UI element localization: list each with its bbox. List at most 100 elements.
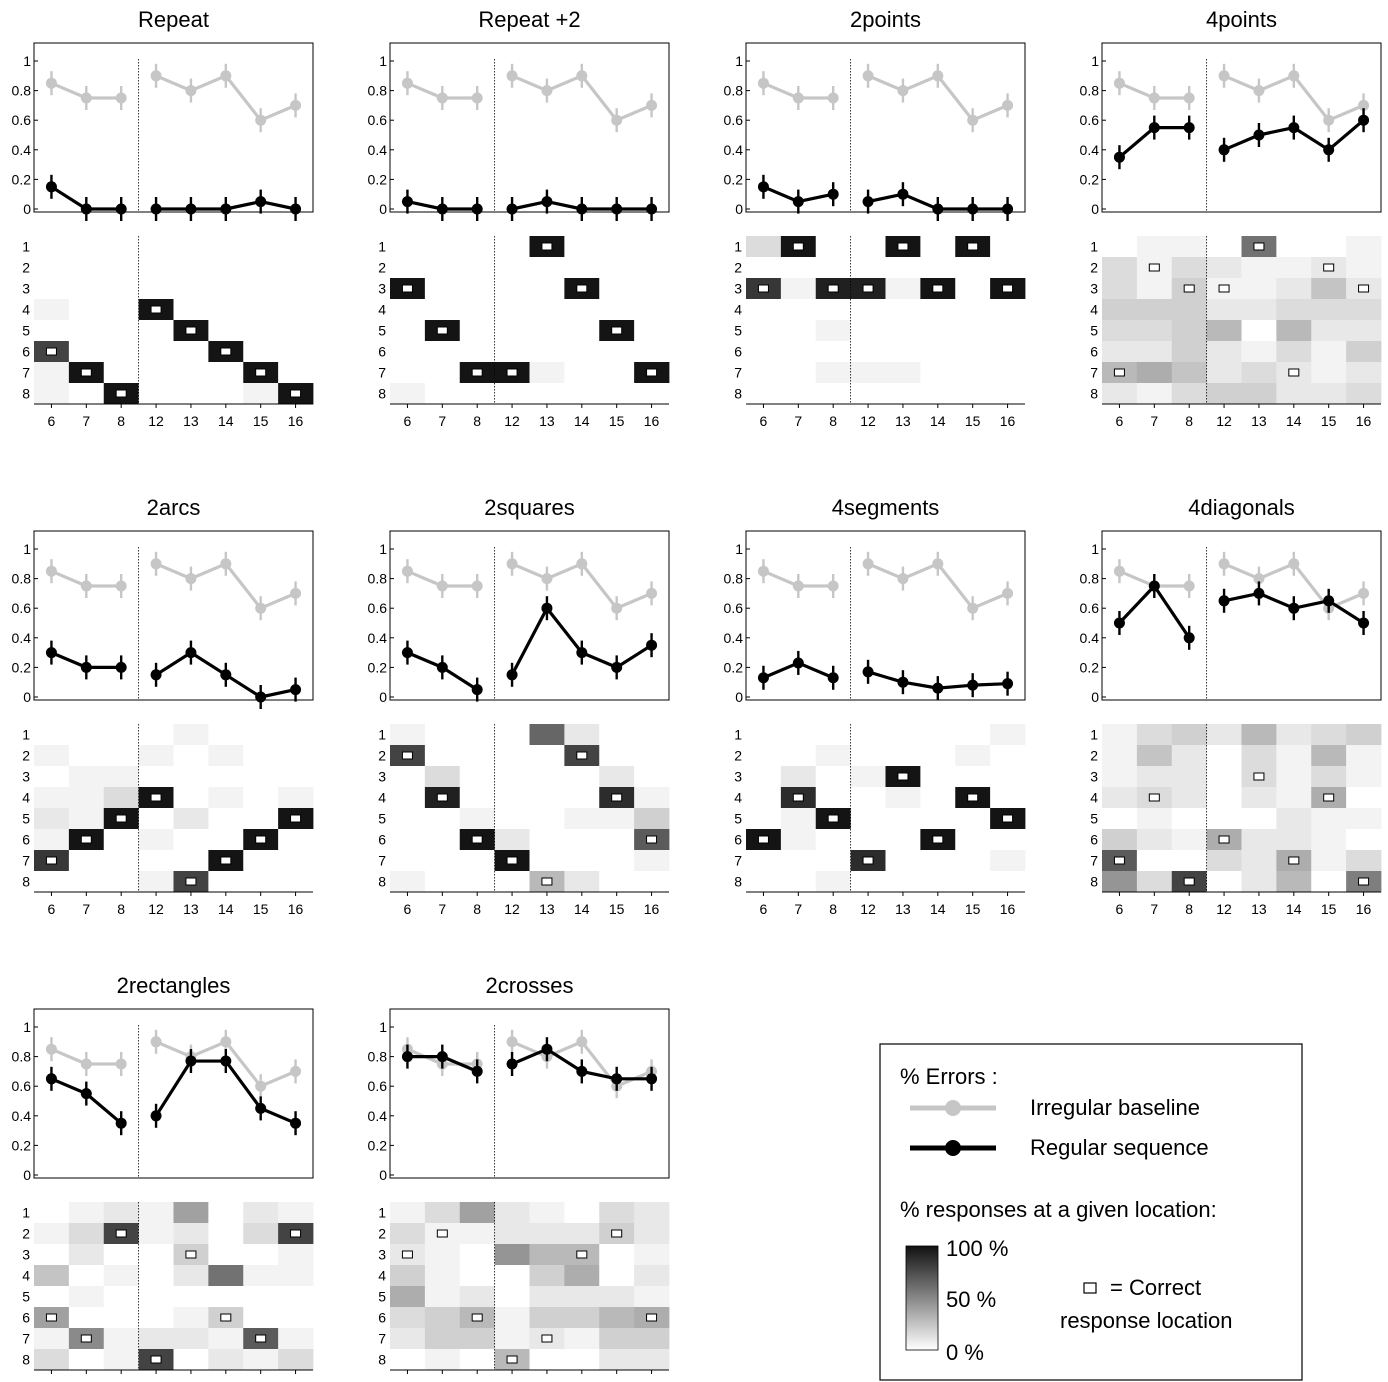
correct-location-marker [45, 1313, 57, 1322]
heatmap-cell [634, 320, 670, 342]
heatmap-cell [1276, 341, 1312, 363]
heatmap-cell [103, 341, 140, 363]
row-label: 7 [378, 1331, 386, 1347]
irregular-point [1218, 558, 1230, 570]
heatmap-cell [424, 278, 461, 300]
regular-point [115, 1117, 127, 1129]
regular-point [1253, 129, 1265, 141]
heatmap-cell [173, 257, 209, 279]
correct-location-marker [576, 284, 588, 293]
heatmap-cell [599, 724, 635, 746]
regular-point [185, 647, 197, 659]
row-label: 7 [378, 853, 386, 869]
color-scale-bar [905, 1245, 939, 1351]
heatmap-cell [1276, 278, 1312, 300]
irregular-point [646, 99, 658, 111]
y-tick-label: 0 [23, 689, 31, 705]
heatmap-cell [494, 1286, 530, 1308]
heatmap-cell [1276, 236, 1312, 258]
x-tick-label: 7 [438, 413, 446, 429]
y-tick-label: 0.6 [368, 112, 388, 128]
regular-point [967, 203, 979, 215]
y-tick-label: 0.2 [1080, 659, 1100, 675]
x-tick-label: 6 [760, 901, 768, 917]
heatmap-cell [850, 745, 886, 767]
irregular-point [45, 1043, 57, 1055]
heatmap-cell [990, 320, 1026, 342]
heatmap-cell [278, 299, 314, 321]
y-tick-label: 0 [23, 1167, 31, 1183]
x-tick-label: 16 [1000, 413, 1016, 429]
heatmap-cell [103, 766, 140, 788]
y-tick-label: 0.8 [368, 571, 388, 587]
irregular-point [611, 114, 623, 126]
x-tick-label: 16 [644, 413, 660, 429]
y-tick-label: 0.4 [12, 142, 32, 158]
heatmap-cell [746, 808, 782, 830]
heatmap-cell [850, 236, 886, 258]
y-tick-label: 1 [23, 541, 31, 557]
heatmap-cell [1241, 724, 1277, 746]
heatmap-cell [424, 236, 461, 258]
heatmap-cell [746, 299, 782, 321]
y-tick-label: 1 [379, 53, 387, 69]
heatmap-cell [634, 1328, 670, 1350]
heatmap-cell [1346, 787, 1382, 809]
correct-location-marker [897, 772, 909, 781]
heatmap-cell [34, 1223, 70, 1245]
irregular-point [1323, 114, 1335, 126]
regular-point [45, 647, 57, 659]
row-label: 4 [734, 302, 742, 318]
row-label: 3 [734, 281, 742, 297]
heatmap-cell [885, 871, 921, 893]
heatmap-cell [955, 299, 991, 321]
heatmap-cell [459, 808, 496, 830]
heatmap-cell [1136, 871, 1173, 893]
row-label: 5 [22, 323, 30, 339]
x-tick-label: 6 [404, 901, 412, 917]
correct-location-marker [115, 389, 127, 398]
heatmap-cell [529, 850, 565, 872]
x-tick-label: 13 [539, 1379, 555, 1382]
regular-point [897, 188, 909, 200]
heatmap-cell [494, 871, 530, 893]
regular-point [471, 1065, 483, 1077]
heatmap-cell [780, 808, 817, 830]
heatmap-cell [1276, 808, 1312, 830]
x-tick-label: 7 [438, 1379, 446, 1382]
y-tick-label: 0.4 [724, 142, 744, 158]
heatmap-cell [173, 829, 209, 851]
irregular-point [115, 1058, 127, 1070]
y-tick-label: 0.4 [368, 142, 388, 158]
heatmap-cell [1276, 766, 1312, 788]
heatmap-cell [138, 808, 174, 830]
heatmap-cell [1311, 362, 1347, 384]
y-tick-label: 0.6 [368, 1078, 388, 1094]
row-label: 8 [378, 874, 386, 890]
x-tick-label: 6 [1116, 413, 1124, 429]
row-label: 2 [378, 260, 386, 276]
heatmap-cell [424, 341, 461, 363]
row-label: 6 [734, 832, 742, 848]
irregular-point [220, 1036, 232, 1048]
row-label: 5 [378, 1289, 386, 1305]
correct-location-marker [220, 347, 232, 356]
irregular-point [45, 77, 57, 89]
heatmap-cell [208, 829, 244, 851]
heatmap-cell [424, 1265, 461, 1287]
heatmap-cell [1311, 341, 1347, 363]
correct-location-marker [150, 1355, 162, 1364]
irregular-point [1358, 587, 1370, 599]
heatmap-cell [34, 1244, 70, 1266]
heatmap-cell [459, 850, 496, 872]
irregular-point [80, 92, 92, 104]
panel-10: 2crosses00.20.40.60.81123456786781213141… [368, 973, 670, 1382]
heatmap-cell [1136, 341, 1173, 363]
regular-point [967, 679, 979, 691]
heatmap-cell [1276, 829, 1312, 851]
heatmap-cell [390, 1286, 426, 1308]
irregular-point [185, 85, 197, 97]
heatmap-cell [243, 766, 279, 788]
irregular-point [185, 573, 197, 585]
